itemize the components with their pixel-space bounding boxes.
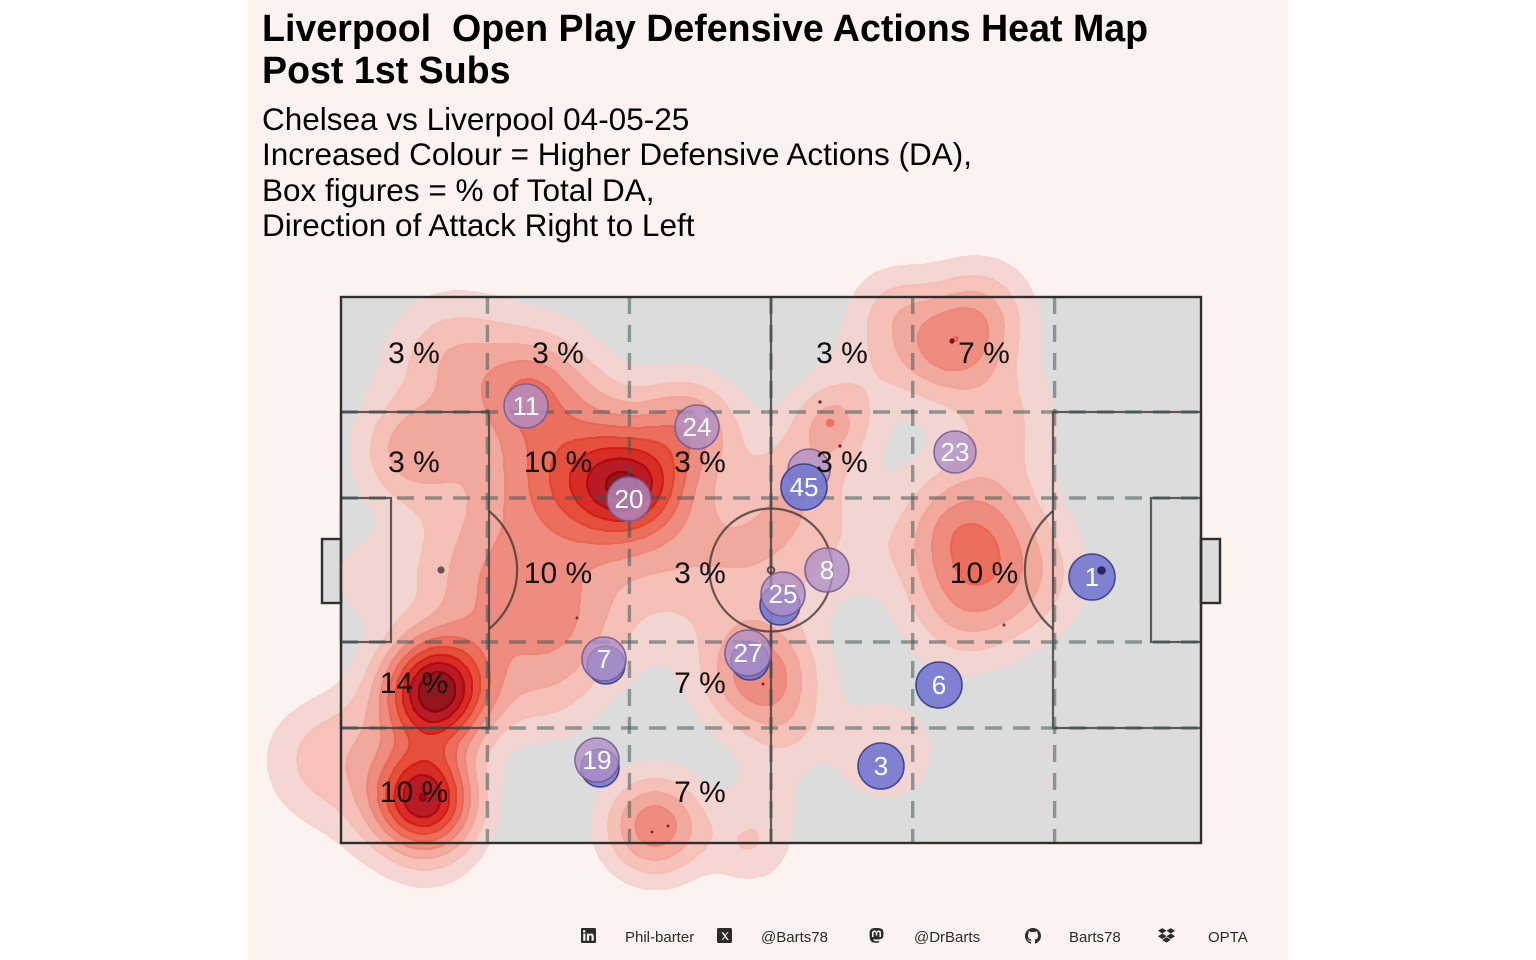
svg-text:8: 8 <box>820 555 834 585</box>
svg-text:10 %: 10 % <box>524 446 592 479</box>
svg-text:6: 6 <box>932 670 946 700</box>
svg-text:14 %: 14 % <box>380 667 448 700</box>
svg-text:3 %: 3 % <box>532 337 584 370</box>
svg-text:7 %: 7 % <box>674 776 726 809</box>
svg-text:20: 20 <box>615 484 644 514</box>
svg-text:7 %: 7 % <box>674 667 726 700</box>
svg-text:10 %: 10 % <box>380 776 448 809</box>
svg-text:23: 23 <box>941 437 970 467</box>
svg-text:19: 19 <box>583 745 612 775</box>
svg-text:10 %: 10 % <box>950 557 1018 590</box>
svg-text:1: 1 <box>1085 562 1099 592</box>
svg-text:7: 7 <box>597 644 611 674</box>
svg-text:27: 27 <box>734 638 763 668</box>
svg-text:3: 3 <box>874 751 888 781</box>
svg-text:7 %: 7 % <box>958 337 1010 370</box>
svg-text:3 %: 3 % <box>674 557 726 590</box>
svg-text:3 %: 3 % <box>388 446 440 479</box>
svg-text:10 %: 10 % <box>524 557 592 590</box>
svg-text:3 %: 3 % <box>388 337 440 370</box>
svg-text:3 %: 3 % <box>816 337 868 370</box>
svg-text:24: 24 <box>683 412 712 442</box>
svg-text:3 %: 3 % <box>674 446 726 479</box>
svg-text:11: 11 <box>513 391 540 421</box>
svg-text:3 %: 3 % <box>816 446 868 479</box>
svg-text:25: 25 <box>769 579 798 609</box>
svg-text:45: 45 <box>790 472 819 502</box>
